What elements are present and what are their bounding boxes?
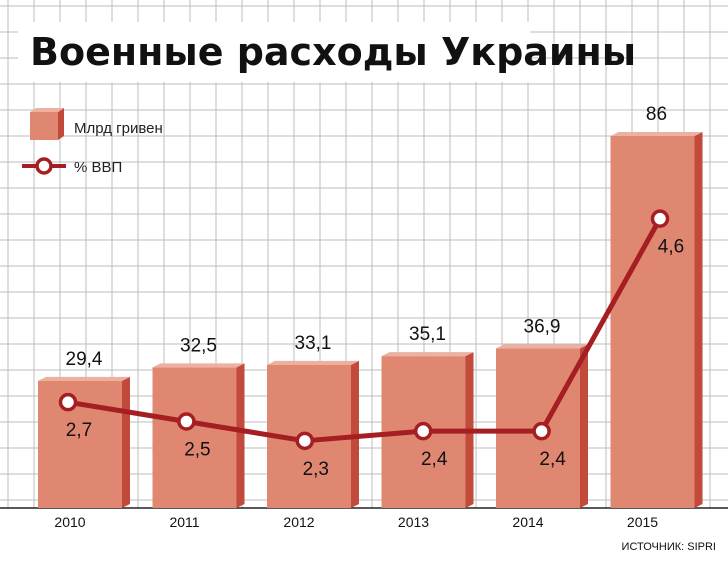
legend-bar-swatch xyxy=(30,108,64,140)
bar-value-label-2010: 29,4 xyxy=(66,349,103,370)
gdp-line-path xyxy=(67,217,663,444)
bar-value-label-2012: 33,1 xyxy=(295,333,332,354)
x-tick-label-2012: 2012 xyxy=(283,514,314,530)
bar-side-2014 xyxy=(580,344,588,508)
legend-line-label: % ВВП xyxy=(74,159,122,176)
x-tick-label-2010: 2010 xyxy=(54,514,85,530)
x-tick-label-2013: 2013 xyxy=(398,514,429,530)
gdp-value-label-2012: 2,3 xyxy=(303,459,329,480)
bar-top-2014 xyxy=(496,344,588,349)
bar-side-2015 xyxy=(694,132,703,508)
legend: Млрд гривен % ВВП xyxy=(22,108,163,176)
x-axis-ticks: 2010 2011 2012 2013 2014 2015 xyxy=(54,514,658,530)
bar-top-2015 xyxy=(610,132,703,136)
bar-top-2011 xyxy=(152,363,245,368)
gdp-point-2015 xyxy=(650,209,670,228)
gdp-line: 2,7 2,5 2,3 2,4 2,4 4,6 xyxy=(58,209,684,480)
gdp-value-label-2014: 2,4 xyxy=(539,449,566,470)
source-note: ИСТОЧНИК: SIPRI xyxy=(622,541,716,553)
legend-bar-swatch-top xyxy=(30,108,64,112)
title-background xyxy=(18,22,530,82)
bar-top-2012 xyxy=(267,360,359,365)
bar-2015 xyxy=(610,136,695,508)
legend-line-swatch xyxy=(22,157,66,175)
legend-bars-label: Млрд гривен xyxy=(74,120,163,137)
bar-value-label-2013: 35,1 xyxy=(409,324,446,345)
gdp-point-2013 xyxy=(413,421,433,441)
gdp-point-2012 xyxy=(295,431,315,451)
bar-2010 xyxy=(38,380,122,508)
bar-side-2011 xyxy=(236,363,245,508)
gdp-value-label-2013: 2,4 xyxy=(421,449,448,470)
x-tick-label-2011: 2011 xyxy=(169,514,199,530)
chart-title: Военные расходы Украины xyxy=(30,30,636,74)
gdp-point-2011 xyxy=(177,412,196,431)
legend-line-swatch-marker xyxy=(35,157,53,175)
legend-bar-swatch-side xyxy=(58,108,64,140)
bars: 29,4 32,5 33,1 35,1 36,9 86 xyxy=(38,104,703,508)
bar-value-label-2011: 32,5 xyxy=(180,335,217,356)
bar-value-label-2015: 86 xyxy=(646,104,667,125)
bar-top-2013 xyxy=(381,352,474,357)
x-tick-label-2014: 2014 xyxy=(512,514,543,530)
gdp-point-2010 xyxy=(58,392,78,412)
bar-2011 xyxy=(152,367,237,508)
gdp-value-label-2011: 2,5 xyxy=(184,440,210,461)
gdp-value-label-2010: 2,7 xyxy=(66,420,92,441)
bar-side-2010 xyxy=(122,376,130,508)
x-tick-label-2015: 2015 xyxy=(627,514,658,530)
bar-value-label-2014: 36,9 xyxy=(524,316,561,337)
bar-top-2010 xyxy=(38,376,130,381)
gdp-point-2014 xyxy=(532,421,551,441)
legend-bar-swatch-front xyxy=(30,112,58,140)
gdp-value-label-2015: 4,6 xyxy=(658,237,684,258)
